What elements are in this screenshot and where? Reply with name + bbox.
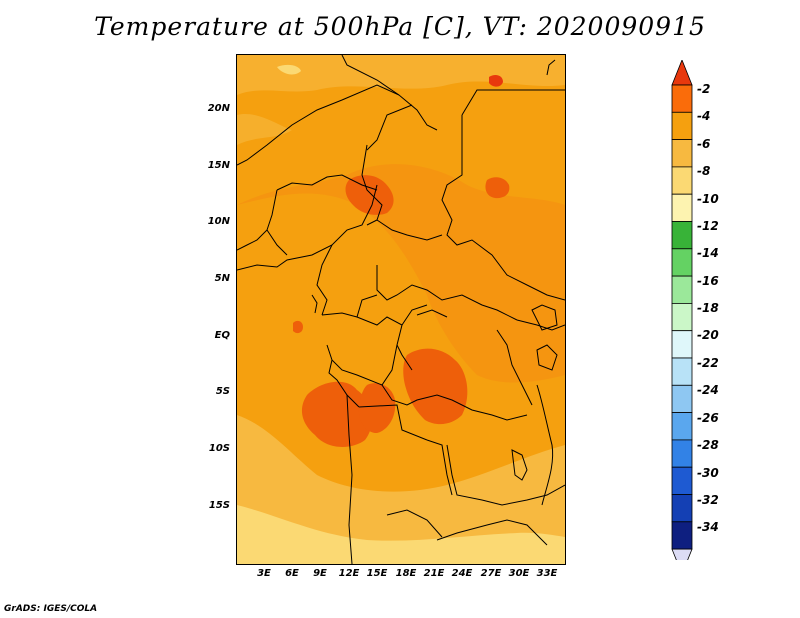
xtick-27e: 27E — [480, 568, 502, 579]
ytick-10n: 10N — [207, 216, 230, 227]
shade-minus2-spot — [489, 74, 503, 87]
cbar-label-minus34: -34 — [697, 520, 719, 534]
xtick-3e: 3E — [257, 568, 271, 579]
colorbar-segment — [671, 302, 693, 332]
shade-minus4-mid — [358, 383, 396, 433]
ytick-5n: 5N — [214, 273, 230, 284]
colorbar-segment — [671, 275, 693, 304]
xtick-12e: 12E — [338, 568, 360, 579]
colorbar-segment — [671, 494, 693, 523]
shade-minus4-sudan — [485, 177, 510, 199]
ytick-eq: EQ — [214, 330, 230, 341]
map-title: Temperature at 500hPa [C], VT: 202009091… — [94, 12, 706, 41]
cbar-label-minus32: -32 — [697, 493, 719, 507]
colorbar-segments — [671, 60, 693, 560]
xtick-24e: 24E — [451, 568, 473, 579]
cbar-label-minus8: -8 — [697, 164, 711, 178]
colorbar-segment — [671, 139, 693, 168]
colorbar-segment — [671, 330, 693, 359]
xtick-30e: 30E — [508, 568, 530, 579]
shade-minus4-congo — [403, 348, 468, 425]
colorbar-segment — [671, 221, 693, 250]
grads-credit: GrADS: IGES/COLA — [4, 604, 98, 614]
ytick-20n: 20N — [207, 103, 230, 114]
xtick-18e: 18E — [395, 568, 417, 579]
cbar-label-minus22: -22 — [697, 356, 719, 370]
ytick-15s: 15S — [208, 500, 230, 511]
shade-minus8-north — [237, 55, 565, 95]
cbar-label-minus18: -18 — [697, 301, 719, 315]
colorbar-segment — [671, 166, 693, 195]
shade-minus4-dot1 — [293, 320, 303, 334]
xtick-21e: 21E — [423, 568, 445, 579]
map-svg — [237, 55, 565, 564]
colorbar-segment — [671, 412, 693, 441]
temperature-map — [236, 54, 566, 565]
colorbar-bottom-arrow — [671, 548, 693, 560]
cbar-label-minus26: -26 — [697, 411, 719, 425]
shade-minus8-nw — [237, 113, 292, 145]
colorbar-segment — [671, 111, 693, 140]
cbar-label-minus28: -28 — [697, 438, 719, 452]
xtick-33e: 33E — [536, 568, 558, 579]
xtick-9e: 9E — [313, 568, 327, 579]
xtick-6e: 6E — [285, 568, 299, 579]
colorbar-segment — [671, 84, 693, 113]
colorbar-segment — [671, 466, 693, 495]
colorbar-segment — [671, 384, 693, 413]
shade-minus8-south — [237, 415, 565, 564]
shade-minus10-south — [237, 505, 565, 564]
cbar-label-minus20: -20 — [697, 328, 719, 342]
ytick-5s: 5S — [215, 386, 230, 397]
colorbar-top-arrow — [671, 60, 693, 86]
cbar-label-minus14: -14 — [697, 246, 719, 260]
colorbar-segment — [671, 521, 693, 550]
ytick-15n: 15N — [207, 160, 230, 171]
cbar-label-minus4: -4 — [697, 109, 711, 123]
cbar-label-minus16: -16 — [697, 274, 719, 288]
country-borders — [237, 55, 565, 564]
ytick-10s: 10S — [208, 443, 230, 454]
cbar-label-minus12: -12 — [697, 219, 719, 233]
xtick-15e: 15E — [366, 568, 388, 579]
shade-minus10-north-spot — [277, 64, 301, 75]
cbar-label-minus2: -2 — [697, 82, 711, 96]
shade-region-center — [237, 164, 565, 383]
shade-minus4-west — [301, 381, 372, 447]
colorbar-segment — [671, 357, 693, 386]
cbar-label-minus24: -24 — [697, 383, 719, 397]
colorbar-segment — [671, 439, 693, 468]
cbar-label-minus10: -10 — [697, 192, 719, 206]
cbar-label-minus6: -6 — [697, 137, 711, 151]
cbar-label-minus30: -30 — [697, 466, 719, 480]
colorbar-segment — [671, 193, 693, 222]
colorbar-segment — [671, 248, 693, 277]
colorbar — [671, 60, 693, 560]
